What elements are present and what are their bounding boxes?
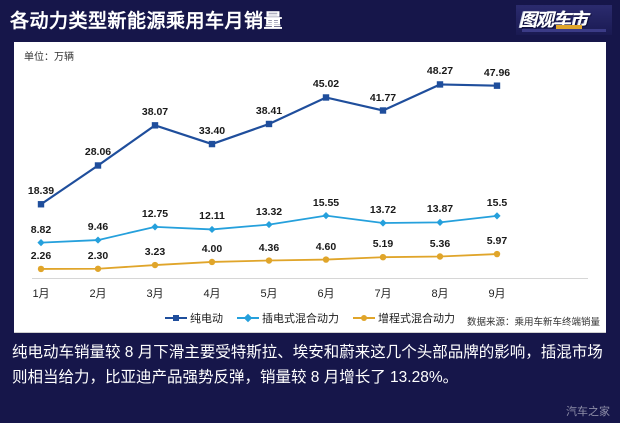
data-point-marker — [208, 225, 216, 234]
caption-text: 纯电动车销量较 8 月下滑主要受特斯拉、埃安和蔚来这几个头部品牌的影响，插混市场… — [12, 344, 603, 386]
data-point-marker — [436, 218, 444, 226]
data-point-marker — [37, 201, 45, 208]
x-axis-tick-3: 3月 — [146, 288, 164, 300]
legend-label: 纯电动 — [190, 313, 223, 325]
chart-card: 单位：万辆 1月 2月 3月 4月 5月 6月 7月 8月 9月 18.39 28.06 38.07… — [14, 42, 606, 333]
legend-label: 插电式混合动力 — [262, 313, 339, 325]
brand-logo-underline — [522, 29, 606, 32]
data-label-2-3: 4.00 — [201, 242, 223, 255]
data-point-marker — [151, 261, 159, 269]
x-axis-tick-8: 8月 — [431, 288, 449, 300]
data-point-marker — [493, 82, 501, 89]
data-label-2-4: 4.36 — [258, 241, 280, 254]
legend-item-1[interactable]: 插电式混合动力 — [237, 310, 339, 326]
data-label-2-6: 5.19 — [372, 238, 394, 251]
x-axis-line — [32, 278, 588, 279]
data-label-0-3: 33.40 — [198, 125, 226, 138]
data-point-marker — [322, 94, 330, 101]
data-point-marker — [436, 81, 444, 88]
line-chart-plot: 1月 2月 3月 4月 5月 6月 7月 8月 9月 18.39 28.06 38.07 33.40 3… — [14, 42, 606, 333]
series-line-0 — [40, 83, 498, 206]
brand-logo-accent-bar — [556, 25, 582, 29]
data-point-marker — [379, 253, 387, 261]
legend-marker-icon — [237, 313, 259, 323]
data-point-marker — [265, 257, 273, 264]
data-label-0-5: 45.02 — [312, 78, 340, 91]
chart-svg — [37, 81, 501, 273]
data-point-marker — [94, 162, 102, 169]
data-label-2-0: 2.26 — [30, 249, 52, 262]
data-label-2-1: 2.30 — [87, 249, 109, 262]
data-label-1-0: 8.82 — [30, 223, 52, 236]
data-point-marker — [322, 212, 330, 220]
data-point-marker — [151, 122, 159, 129]
data-label-1-1: 9.46 — [87, 221, 109, 234]
watermark: 汽车之家 — [566, 406, 610, 418]
x-axis-tick-9: 9月 — [488, 288, 506, 300]
data-point-marker — [379, 219, 387, 227]
x-axis-tick-2: 2月 — [89, 288, 107, 300]
data-label-1-3: 12.11 — [199, 210, 225, 223]
data-label-0-2: 38.07 — [141, 106, 169, 119]
data-point-marker — [94, 236, 102, 244]
brand-logo: 图观车市 — [516, 5, 612, 35]
legend-item-0[interactable]: 纯电动 — [165, 310, 223, 326]
legend-item-2[interactable]: 增程式混合动力 — [353, 310, 455, 326]
data-label-1-7: 13.87 — [426, 203, 454, 216]
x-axis-tick-4: 4月 — [203, 288, 221, 300]
data-label-0-8: 47.96 — [483, 66, 511, 79]
data-point-marker — [208, 258, 216, 266]
data-point-marker — [94, 265, 102, 272]
data-label-1-8: 15.5 — [486, 196, 508, 209]
data-point-marker — [493, 250, 501, 258]
legend-marker-icon — [165, 313, 187, 323]
data-point-marker — [265, 120, 273, 128]
data-point-marker — [436, 253, 444, 260]
header-bar: 各动力类型新能源乘用车月销量 图观车市 — [0, 0, 620, 42]
data-label-2-7: 5.36 — [429, 237, 451, 250]
legend-label: 增程式混合动力 — [378, 313, 455, 325]
data-point-marker — [493, 212, 501, 220]
data-point-marker — [37, 265, 45, 273]
page-title: 各动力类型新能源乘用车月销量 — [10, 11, 284, 32]
data-label-0-7: 48.27 — [426, 65, 454, 78]
data-point-marker — [208, 140, 216, 148]
legend-marker-icon — [353, 313, 375, 323]
x-axis-tick-7: 7月 — [374, 288, 392, 300]
data-point-marker — [379, 107, 387, 114]
data-label-2-2: 3.23 — [144, 246, 166, 259]
data-point-marker — [151, 223, 159, 231]
series-line-1 — [40, 214, 498, 244]
data-label-0-4: 38.41 — [255, 104, 283, 117]
data-label-1-5: 15.55 — [312, 196, 340, 209]
data-point-marker — [322, 256, 330, 263]
data-label-0-1: 28.06 — [84, 146, 112, 159]
data-label-1-6: 13.72 — [369, 203, 397, 216]
data-label-0-6: 41.77 — [369, 91, 397, 104]
caption-panel: 纯电动车销量较 8 月下滑主要受特斯拉、埃安和蔚来这几个头部品牌的影响，插混市场… — [0, 334, 620, 423]
data-point-marker — [37, 239, 45, 247]
data-label-2-8: 5.97 — [486, 235, 508, 248]
chart-legend: 纯电动 插电式混合动力 增程式混合动力 — [14, 310, 606, 326]
data-label-0-0: 18.39 — [27, 185, 55, 198]
x-axis-tick-6: 6月 — [317, 288, 335, 300]
unit-label: 单位：万辆 — [24, 52, 74, 63]
data-point-marker — [265, 220, 273, 229]
data-label-2-5: 4.60 — [315, 240, 337, 253]
source-note: 数据来源：乘用车新车终端销量 — [466, 317, 600, 328]
x-axis-tick-1: 1月 — [32, 288, 50, 300]
data-label-1-2: 12.75 — [141, 207, 169, 220]
x-axis-tick-5: 5月 — [260, 288, 278, 300]
data-label-1-4: 13.32 — [255, 205, 283, 218]
